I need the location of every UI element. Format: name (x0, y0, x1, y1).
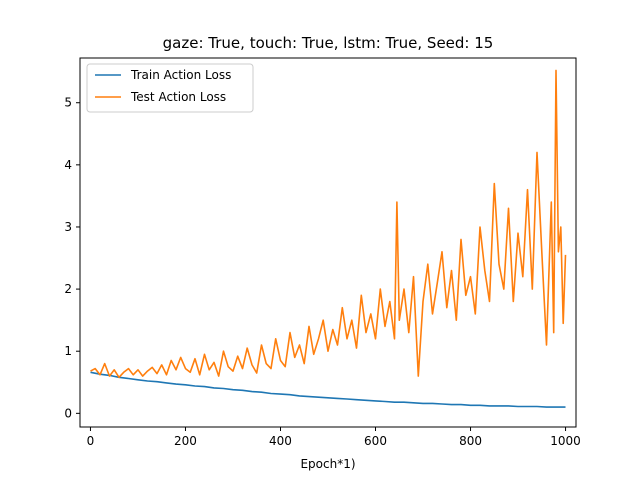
series-line-train-action-loss (90, 371, 566, 408)
y-axis: 0 1 2 3 4 5 (64, 96, 80, 420)
y-tick-label: 1 (64, 344, 72, 358)
legend-box (86, 63, 254, 113)
x-tick-label: 1000 (550, 434, 581, 448)
legend-train-label: Train Action Loss (130, 68, 231, 82)
y-tick-label: 4 (64, 158, 72, 172)
legend: Train Action Loss Test Action Loss (86, 63, 254, 113)
plot-frame (79, 57, 577, 428)
y-tick-label: 0 (64, 406, 72, 420)
legend-test-label: Test Action Loss (130, 90, 226, 104)
y-tick-label: 3 (64, 220, 72, 234)
chart-title: gaze: True, touch: True, lstm: True, See… (163, 34, 494, 52)
x-axis: 0 200 400 600 800 1000 (87, 427, 581, 448)
y-tick-label: 2 (64, 282, 72, 296)
x-tick-label: 0 (87, 434, 95, 448)
x-tick-label: 200 (174, 434, 197, 448)
series-line-test-action-loss (90, 69, 567, 379)
x-tick-label: 600 (364, 434, 387, 448)
x-tick-label: 400 (269, 434, 292, 448)
x-axis-label: Epoch*1) (300, 457, 355, 471)
series-layer (90, 69, 567, 408)
x-tick-label: 800 (459, 434, 482, 448)
y-tick-label: 5 (64, 96, 72, 110)
